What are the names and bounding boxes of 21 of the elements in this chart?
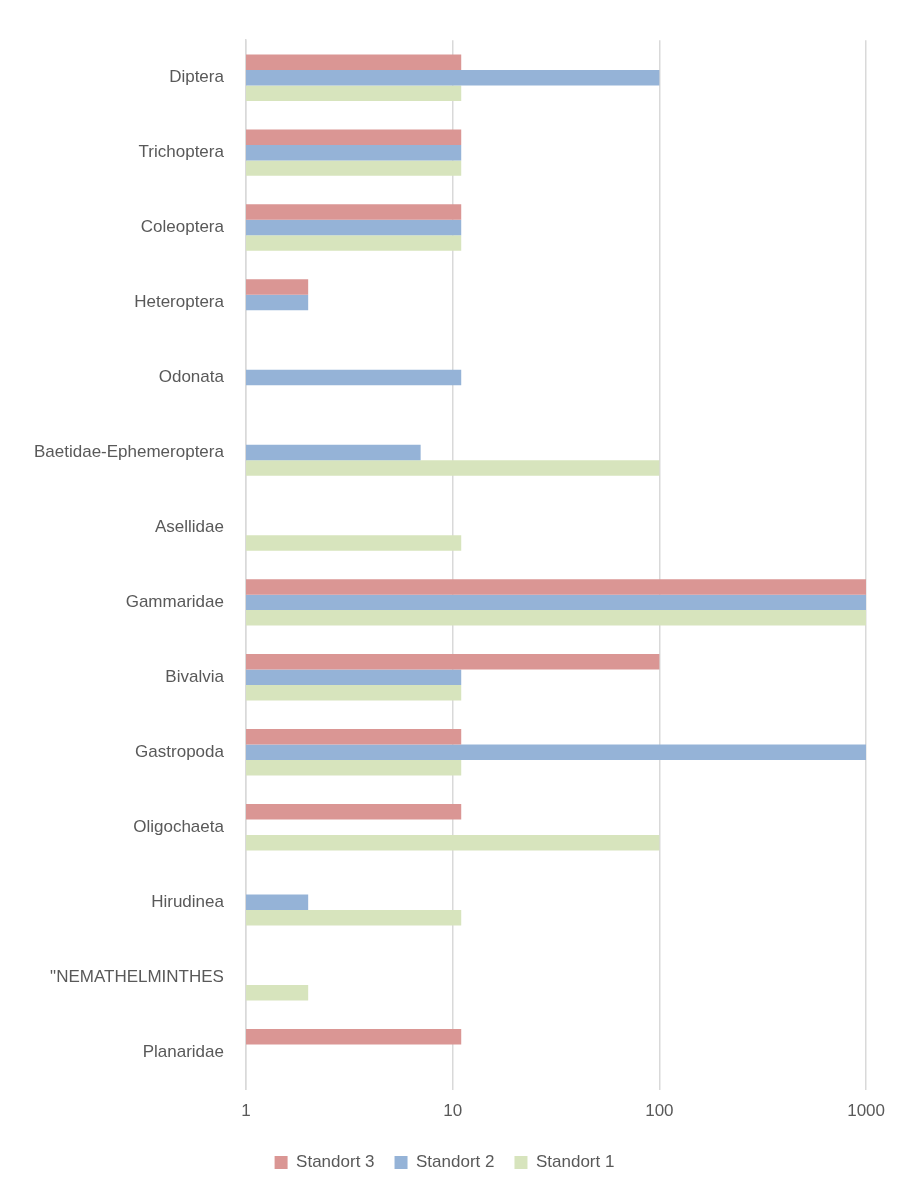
legend-label: Standort 3 (296, 1152, 375, 1172)
y-tick-label: Trichoptera (138, 142, 225, 162)
y-tick-label: Hirudinea (151, 891, 225, 911)
x-tick-label: 100 (645, 1101, 674, 1121)
legend-label: Standort 2 (416, 1152, 495, 1172)
y-tick-label: Planaridae (142, 1041, 224, 1061)
y-tick-label: "NEMATHELMINTHES (50, 966, 224, 986)
x-tick-label: 1 (241, 1101, 251, 1121)
x-tick-label: 1000 (847, 1101, 885, 1121)
y-tick-label: Bivalvia (165, 667, 225, 687)
y-tick-label: Odonata (158, 367, 225, 387)
y-tick-label: Heteroptera (134, 292, 225, 312)
y-tick-label: Diptera (169, 67, 225, 87)
y-tick-label: Oligochaeta (133, 816, 225, 836)
y-tick-label: Gammaridae (125, 592, 224, 612)
y-tick-label: Coleoptera (140, 217, 225, 237)
y-tick-label: Baetidae-Ephemeroptera (33, 442, 225, 462)
y-tick-label: Asellidae (154, 517, 224, 537)
x-tick-label: 10 (443, 1101, 463, 1121)
y-tick-label: Gastropoda (135, 741, 225, 761)
legend-label: Standort 1 (535, 1152, 615, 1172)
